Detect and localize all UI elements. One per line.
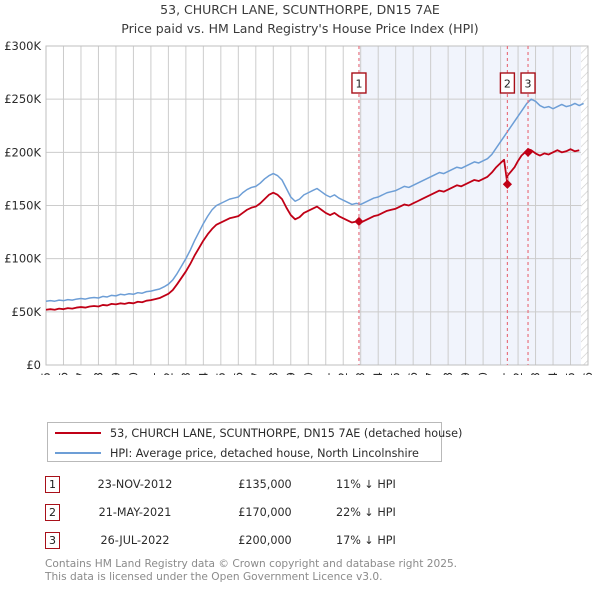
event-marker-label-3: 3 xyxy=(525,78,532,91)
copyright-footer: Contains HM Land Registry data © Crown c… xyxy=(45,558,585,583)
x-axis-tick-label: 2024 xyxy=(546,372,560,375)
marker-badge-3: 3 xyxy=(45,531,60,549)
incomplete-data-region xyxy=(581,46,588,365)
x-axis-tick-label: 2014 xyxy=(371,372,385,375)
x-axis-tick-label: 2017 xyxy=(424,372,438,375)
legend-label-property: 53, CHURCH LANE, SCUNTHORPE, DN15 7AE (d… xyxy=(110,426,463,440)
chart-legend: 53, CHURCH LANE, SCUNTHORPE, DN15 7AE (d… xyxy=(47,422,462,463)
transaction-price-2: £170,000 xyxy=(238,505,292,519)
x-axis-tick-label: 2004 xyxy=(196,372,210,375)
y-axis-tick-label: £300K xyxy=(4,40,41,53)
x-axis-tick-label: 2018 xyxy=(441,372,455,375)
chart-svg: £0 £50K £100K £150K £200K £250K £300K 19951996 1… xyxy=(4,40,595,375)
transaction-date-3: 26-JUL-2022 xyxy=(100,533,170,547)
transaction-hpi-delta-1: 11% ↓ HPI xyxy=(336,477,396,491)
x-axis-tick-label: 2003 xyxy=(179,372,193,375)
table-row: 3 26-JUL-2022 £200,000 17% ↓ HPI xyxy=(45,526,495,554)
event-marker-label-1: 1 xyxy=(355,78,362,91)
x-axis-tick-label: 2026 xyxy=(581,372,595,375)
y-axis-tick-label: £200K xyxy=(4,145,41,159)
transaction-price-1: £135,000 xyxy=(238,477,292,491)
x-axis-tick-label: 2025 xyxy=(564,372,578,375)
x-axis-tick-label: 1995 xyxy=(39,372,53,375)
page-title: 53, CHURCH LANE, SCUNTHORPE, DN15 7AE Pr… xyxy=(0,0,600,38)
x-axis-tick-label: 2023 xyxy=(529,372,543,375)
x-axis-tick-label: 2015 xyxy=(389,372,403,375)
y-axis-tick-label: £250K xyxy=(4,92,41,106)
legend-item-property: 53, CHURCH LANE, SCUNTHORPE, DN15 7AE (d… xyxy=(48,423,462,443)
title-subtitle: Price paid vs. HM Land Registry's House … xyxy=(121,21,479,36)
x-axis-tick-label: 1999 xyxy=(109,372,123,375)
x-axis-tick-label: 2016 xyxy=(406,372,420,375)
x-axis-tick-label: 1998 xyxy=(91,372,105,375)
footer-line-2: This data is licensed under the Open Gov… xyxy=(45,570,383,583)
x-axis-tick-label: 2007 xyxy=(249,372,263,375)
footer-line-1: Contains HM Land Registry data © Crown c… xyxy=(45,558,458,570)
sale-point-marker xyxy=(502,179,512,189)
price-history-chart: £0 £50K £100K £150K £200K £250K £300K 19951996 1… xyxy=(0,40,600,375)
transactions-table: 1 23-NOV-2012 £135,000 11% ↓ HPI 2 21-MA… xyxy=(45,470,495,554)
x-axis-tick-label: 2001 xyxy=(144,372,158,375)
event-marker-label-2: 2 xyxy=(504,78,511,91)
legend-label-hpi: HPI: Average price, detached house, Nort… xyxy=(110,446,419,460)
sale-point-marker xyxy=(354,216,364,227)
transaction-price-3: £200,000 xyxy=(238,533,292,547)
event-marker-box-2 xyxy=(499,72,516,94)
table-row: 1 23-NOV-2012 £135,000 11% ↓ HPI xyxy=(45,470,495,498)
x-axis-tick-label: 1996 xyxy=(56,372,70,375)
event-marker-box-1 xyxy=(351,72,367,94)
x-axis-tick-label: 2019 xyxy=(459,372,473,375)
plot-frame xyxy=(45,45,589,366)
x-axis-tick-label: 2022 xyxy=(511,372,525,375)
x-axis-tick-label: 2000 xyxy=(126,372,140,375)
marker-badge-2: 2 xyxy=(45,503,60,521)
transaction-date-2: 21-MAY-2021 xyxy=(98,505,172,519)
x-axis-tick-label: 2012 xyxy=(336,372,350,375)
legend-swatch-property-icon xyxy=(55,432,101,434)
hpi-series-line xyxy=(45,98,584,302)
transaction-date-1: 23-NOV-2012 xyxy=(97,477,173,491)
legend-swatch-hpi-icon xyxy=(55,452,101,454)
x-axis-tick-label: 2005 xyxy=(214,372,228,375)
title-address: 53, CHURCH LANE, SCUNTHORPE, DN15 7AE xyxy=(160,2,440,17)
x-axis-tick-label: 2020 xyxy=(476,372,490,375)
transaction-hpi-delta-2: 22% ↓ HPI xyxy=(336,505,396,519)
x-axis-tick-label: 2002 xyxy=(161,372,175,375)
y-axis-tick-label: £100K xyxy=(4,252,41,266)
x-axis-tick-label: 2008 xyxy=(266,372,280,375)
x-axis-tick-label: 2010 xyxy=(301,372,315,375)
transaction-hpi-delta-3: 17% ↓ HPI xyxy=(336,533,396,547)
property-series-line xyxy=(45,148,580,311)
event-marker-box-3 xyxy=(520,72,536,94)
y-axis-tick-label: £50K xyxy=(12,305,42,319)
sale-point-marker xyxy=(523,147,533,157)
x-axis-tick-label: 1997 xyxy=(74,372,88,375)
y-axis-tick-label: £0 xyxy=(26,358,41,372)
x-axis-tick-label: 2009 xyxy=(284,372,298,375)
x-axis-tick-label: 2011 xyxy=(319,372,333,375)
table-row: 2 21-MAY-2021 £170,000 22% ↓ HPI xyxy=(45,498,495,526)
legend-item-hpi: HPI: Average price, detached house, Nort… xyxy=(48,443,441,463)
x-axis-tick-label: 2021 xyxy=(494,372,508,375)
x-axis-tick-label: 2013 xyxy=(354,372,368,375)
y-axis-tick-label: £150K xyxy=(4,199,41,213)
marker-badge-1: 1 xyxy=(45,475,60,493)
x-axis-tick-label: 2006 xyxy=(231,372,245,375)
